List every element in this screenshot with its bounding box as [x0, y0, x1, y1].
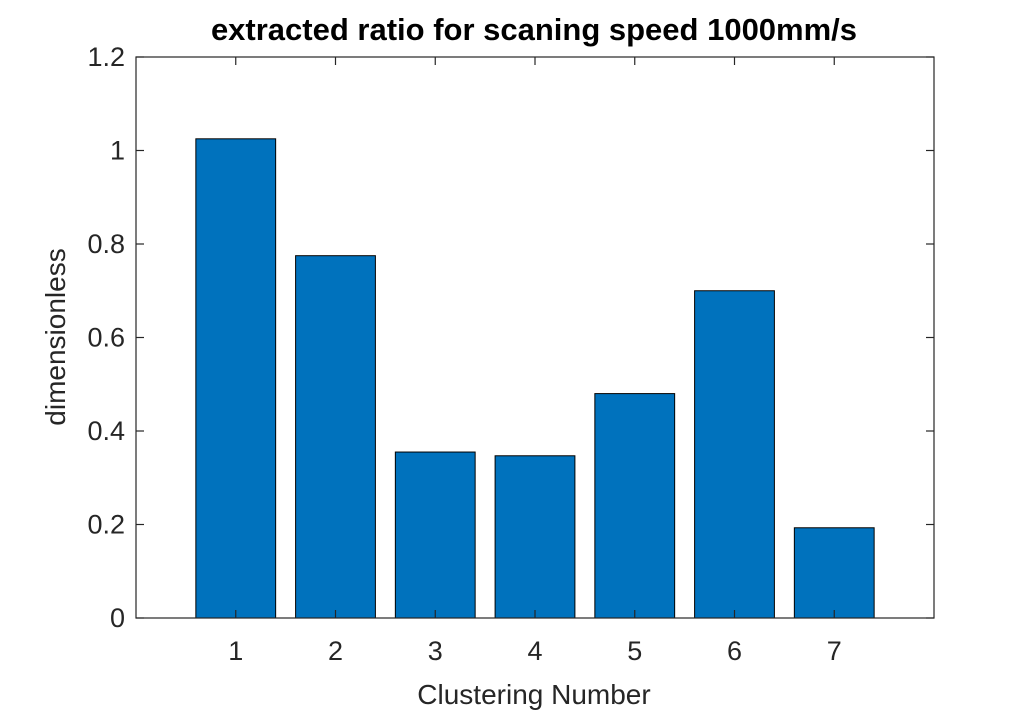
bar-2: [295, 255, 376, 619]
axes-group: 0 0.2 0.4 0.6 0.8 1 1.2 1 2 3 4 5 6 7: [87, 42, 935, 666]
x-axis-label: Clustering Number: [417, 679, 650, 710]
y-tick-label: 0.6: [87, 323, 125, 353]
y-tick-label: 1.2: [87, 42, 125, 72]
x-tick-label: 3: [428, 636, 443, 666]
bar-4: [494, 455, 576, 619]
bar-1: [195, 138, 277, 619]
y-tick-label: 0: [110, 603, 125, 633]
bar-6: [694, 290, 775, 619]
x-tick-label: 1: [228, 636, 243, 666]
y-tick-label: 0.4: [87, 416, 125, 446]
y-tick-label: 0.8: [87, 229, 125, 259]
x-tick-label: 4: [527, 636, 542, 666]
x-tick-label: 7: [827, 636, 842, 666]
chart-title: extracted ratio for scaning speed 1000mm…: [211, 12, 857, 47]
x-tick-label: 2: [328, 636, 343, 666]
y-axis-label: dimensionless: [40, 248, 71, 425]
y-tick-label: 0.2: [87, 510, 125, 540]
y-tick-label: 1: [110, 136, 125, 166]
bar-7: [793, 527, 875, 619]
x-tick-label: 6: [727, 636, 742, 666]
bar-3: [394, 451, 476, 619]
bar-5: [594, 393, 676, 619]
x-tick-label: 5: [627, 636, 642, 666]
bars-group: [195, 138, 875, 619]
